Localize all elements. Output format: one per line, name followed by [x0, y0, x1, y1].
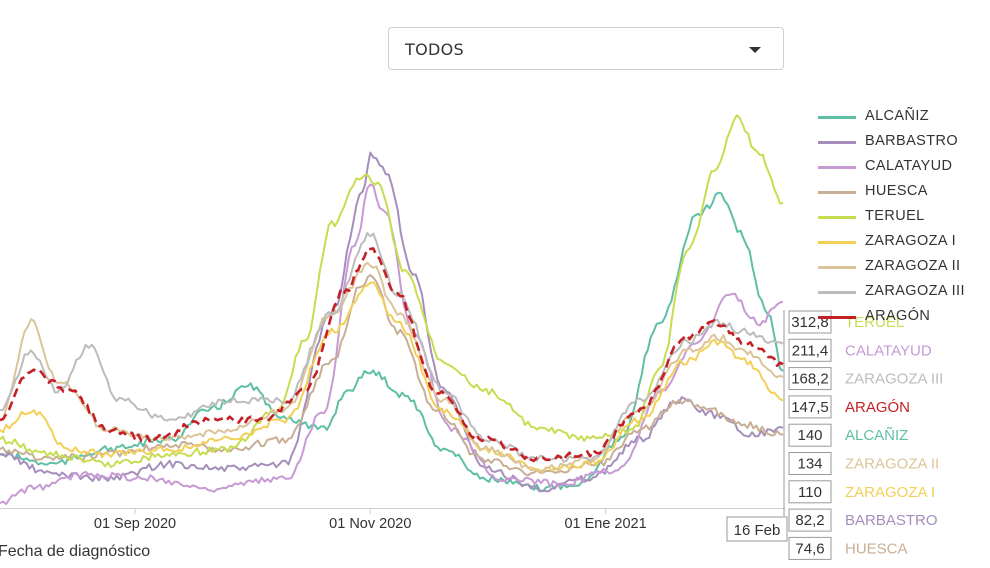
legend-swatch — [818, 241, 856, 244]
end-label-teruel: TERUEL — [845, 314, 904, 331]
area-selector[interactable]: TODOS — [388, 27, 784, 70]
end-label-barbastro: BARBASTRO — [845, 512, 938, 529]
legend-label: ZARAGOZA I — [865, 233, 957, 249]
end-label-zaragoza-i: ZARAGOZA I — [845, 484, 935, 501]
end-value-zaragoza-ii: 134 — [797, 456, 822, 473]
legend-swatch — [818, 116, 856, 119]
end-value-barbastro: 82,2 — [795, 512, 824, 529]
hover-date-label: 16 Feb — [734, 522, 781, 539]
end-label-zaragoza-iii: ZARAGOZA III — [845, 371, 943, 388]
legend-swatch — [818, 191, 856, 194]
x-tick-label: 01 Ene 2021 — [564, 516, 646, 532]
end-label-huesca: HUESCA — [845, 540, 908, 557]
legend-swatch — [818, 216, 856, 219]
x-tick-label: 01 Nov 2020 — [329, 516, 411, 532]
end-value-box — [788, 452, 832, 475]
hover-date-box — [726, 516, 788, 542]
legend-label: ZARAGOZA II — [865, 258, 961, 274]
series-line-zaragoza-ii — [0, 261, 784, 473]
end-label-calatayud: CALATAYUD — [845, 342, 932, 359]
end-value-box — [788, 480, 832, 504]
legend-swatch — [818, 316, 856, 319]
end-value-alcaniz: 140 — [797, 427, 822, 444]
end-value-box — [788, 367, 832, 391]
legend-label: ARAGÓN — [865, 308, 931, 324]
legend-swatch — [818, 141, 856, 144]
end-value-aragon: 147,5 — [791, 399, 829, 416]
legend-swatch — [818, 266, 856, 269]
legend-swatch — [818, 166, 856, 169]
legend-label: TERUEL — [865, 208, 925, 224]
end-label-alcaniz: ALCAÑIZ — [845, 427, 908, 444]
series-line-zaragoza-iii — [0, 232, 784, 463]
chevron-down-icon — [749, 47, 761, 53]
series-line-teruel — [0, 114, 784, 469]
series-line-zaragoza-i — [0, 281, 784, 473]
end-value-box — [788, 423, 832, 447]
legend-swatch — [818, 291, 856, 294]
legend-label: ZARAGOZA III — [865, 283, 965, 299]
end-value-box — [788, 395, 832, 419]
end-value-box — [788, 508, 832, 532]
series-line-aragon — [0, 247, 784, 463]
x-tick-label: 01 Sep 2020 — [94, 516, 176, 532]
legend-label: CALATAYUD — [865, 158, 953, 174]
end-value-zaragoza-iii: 168,2 — [791, 371, 829, 388]
plot-area — [0, 114, 784, 505]
end-label-aragon: ARAGÓN — [845, 399, 910, 416]
end-value-huesca: 74,6 — [795, 540, 824, 557]
legend-label: BARBASTRO — [865, 133, 959, 149]
end-value-box — [788, 338, 832, 362]
end-label-zaragoza-ii: ZARAGOZA II — [845, 456, 939, 473]
series-line-barbastro — [0, 151, 784, 493]
series-line-alcaniz — [0, 191, 784, 493]
end-value-zaragoza-i: 110 — [798, 484, 822, 501]
x-axis-title: Fecha de diagnóstico — [0, 543, 150, 560]
area-selector-value: TODOS — [405, 40, 464, 59]
legend-label: HUESCA — [865, 183, 928, 199]
end-value-box — [788, 536, 832, 560]
legend-label: ALCAÑIZ — [865, 108, 930, 124]
end-value-calatayud: 211,4 — [792, 342, 828, 359]
